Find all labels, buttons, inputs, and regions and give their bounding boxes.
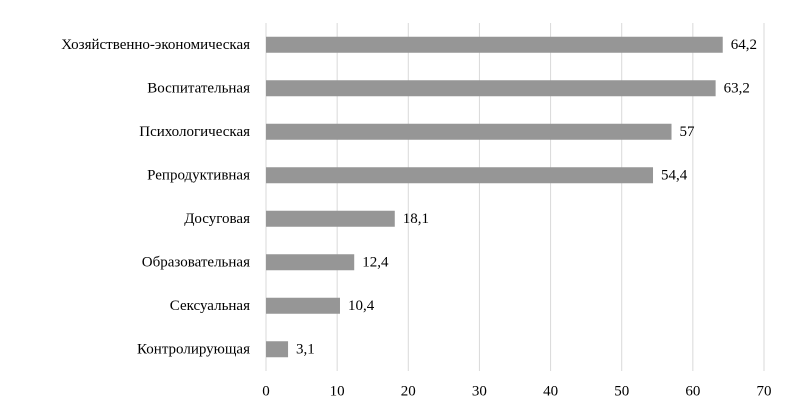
y-tick-label: Контролирующая [137,342,250,358]
x-tick-label: 60 [685,383,700,399]
y-tick-label: Хозяйственно-экономическая [61,37,250,53]
bar [266,123,672,140]
x-tick-label: 10 [330,383,345,399]
x-tick-label: 40 [543,383,558,399]
bar [266,80,716,97]
data-label: 12,4 [362,255,389,271]
y-tick-label: Репродуктивная [147,168,250,184]
data-label: 64,2 [731,37,757,53]
bar [266,167,654,184]
data-label: 63,2 [724,81,750,97]
bar [266,341,289,358]
data-label: 10,4 [348,298,375,314]
bar [266,297,340,314]
data-label: 57 [680,124,696,140]
x-tick-label: 20 [401,383,416,399]
bar [266,36,723,53]
x-tick-label: 70 [757,383,772,399]
bar [266,210,395,227]
bar [266,254,355,271]
y-tick-label: Сексуальная [170,298,250,314]
y-tick-label: Образовательная [142,255,250,271]
y-tick-label: Досуговая [184,211,250,227]
data-label: 54,4 [661,168,688,184]
x-tick-label: 50 [614,383,629,399]
x-tick-label: 30 [472,383,487,399]
x-tick-label: 0 [262,383,270,399]
y-tick-label: Воспитательная [147,81,250,97]
data-label: 3,1 [296,342,315,358]
data-label: 18,1 [403,211,429,227]
y-tick-label: Психологическая [139,124,250,140]
